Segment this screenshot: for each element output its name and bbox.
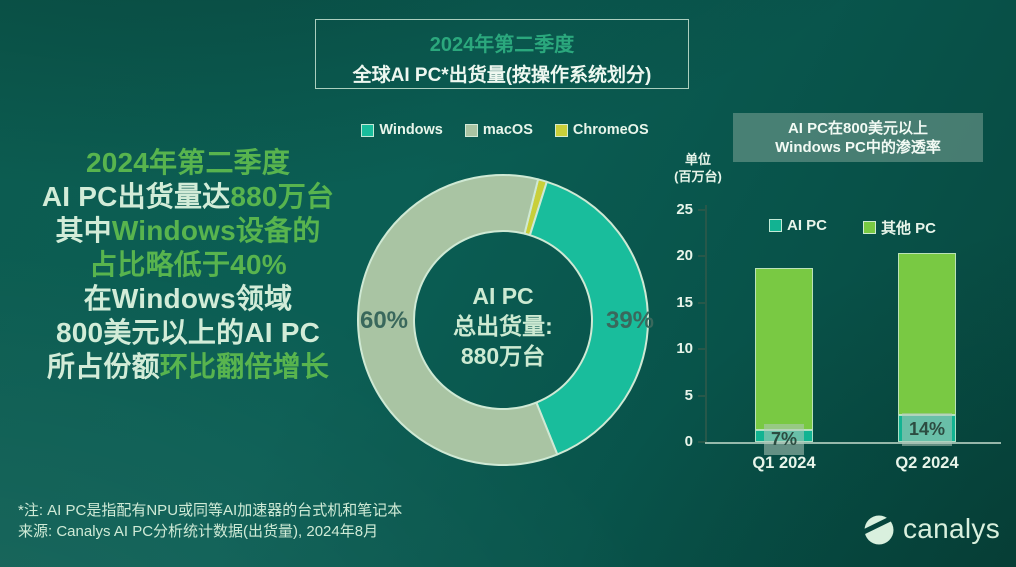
- y-tick-mark: [698, 394, 705, 397]
- y-tick-mark: [698, 348, 705, 351]
- title-period: 2024年第二季度: [429, 34, 575, 56]
- donut-slice-windows: [528, 180, 649, 456]
- headline-line: 所占份额环比翻倍增长: [46, 351, 329, 382]
- headline-line: 2024年第二季度: [85, 147, 291, 178]
- penetration-bar-chart: AI PC 其他 PC 0 5 10 15 20 25 7% Q1 2024 14% Q2 202…: [665, 200, 1015, 500]
- os-legend: Windows macOS ChromeOS: [355, 122, 655, 138]
- legend-item-chromeos: ChromeOS: [554, 122, 649, 138]
- y-tick-label: 0: [684, 433, 693, 450]
- title-main: 全球AI PC*出货量(按操作系统划分): [352, 65, 652, 86]
- y-axis-unit-label: 单位 (百万台): [674, 152, 722, 184]
- y-tick-mark: [698, 301, 705, 304]
- penetration-pct-label: 7%: [764, 424, 804, 455]
- canalys-logo: canalys: [862, 512, 1000, 546]
- title-box: 2024年第二季度 全球AI PC*出货量(按操作系统划分): [315, 19, 689, 89]
- windows-share-label: 39%: [605, 307, 655, 334]
- legend-label: macOS: [482, 122, 533, 138]
- donut-center-label: AI PC 总出货量: 880万台: [453, 283, 553, 369]
- legend-item-ai-pc: AI PC: [769, 217, 827, 234]
- legend-label: Windows: [379, 122, 443, 138]
- headline-line: 800美元以上的AI PC: [56, 317, 320, 348]
- headline-line: 其中Windows设备的: [55, 215, 321, 246]
- headline-text: 2024年第二季度 AI PC出货量达880万台 其中Windows设备的 占比…: [10, 146, 366, 384]
- y-tick-label: 15: [676, 293, 693, 311]
- macos-swatch-icon: [464, 123, 478, 137]
- footnote-source: 来源: Canalys AI PC分析统计数据(出货量), 2024年8月: [18, 523, 379, 540]
- x-category-label: Q2 2024: [895, 454, 959, 472]
- bar-segment-other-pc: [755, 268, 813, 430]
- footnote-note: *注: AI PC是指配有NPU或同等AI加速器的台式机和笔记本: [18, 502, 403, 519]
- windows-swatch-icon: [361, 123, 375, 137]
- headline-line: 占比略低于40%: [89, 249, 287, 280]
- donut-slice-macos: [357, 174, 559, 466]
- canalys-logo-icon: [864, 515, 894, 545]
- x-category-label: Q1 2024: [752, 454, 816, 472]
- legend-label: ChromeOS: [572, 122, 649, 138]
- macos-share-label: 60%: [359, 307, 409, 334]
- y-tick-mark: [698, 209, 705, 211]
- penetration-pct-label: 14%: [902, 413, 952, 446]
- legend-item-windows: Windows: [361, 122, 443, 138]
- chromeos-swatch-icon: [554, 123, 568, 137]
- y-axis-line: [705, 205, 707, 444]
- y-tick-label: 25: [676, 201, 693, 218]
- x-axis-line: [705, 442, 1001, 444]
- y-tick-label: 20: [676, 247, 693, 265]
- donut-chart: [357, 174, 649, 466]
- y-tick-label: 5: [684, 386, 693, 404]
- headline-line: AI PC出货量达880万台: [41, 181, 335, 212]
- legend-item-other-pc: 其他 PC: [863, 217, 936, 238]
- canalys-logo-text: canalys: [902, 513, 1000, 544]
- bar-segment-other-pc: [898, 252, 956, 416]
- y-tick-mark: [698, 441, 705, 443]
- penetration-panel-header: AI PC在800美元以上 Windows PC中的渗透率: [733, 113, 983, 162]
- y-tick-mark: [698, 255, 705, 258]
- y-tick-label: 10: [676, 340, 693, 358]
- legend-item-macos: macOS: [464, 122, 533, 138]
- footnotes: *注: AI PC是指配有NPU或同等AI加速器的台式机和笔记本 来源: Can…: [18, 500, 402, 542]
- other-pc-swatch-icon: [863, 221, 876, 234]
- ai-pc-swatch-icon: [769, 219, 782, 232]
- headline-line: 在Windows领域: [83, 283, 293, 314]
